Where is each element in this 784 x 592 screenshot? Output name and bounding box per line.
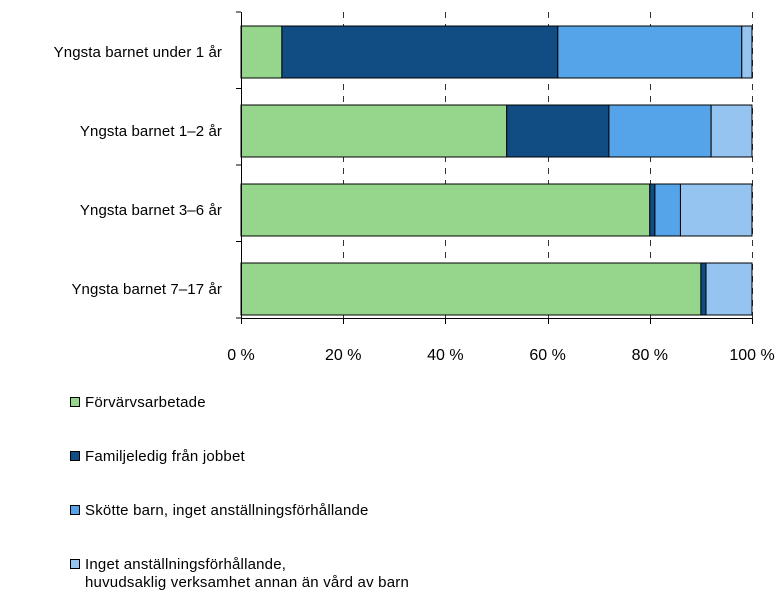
legend-swatch xyxy=(70,397,80,407)
category-label: Yngsta barnet 7–17 år xyxy=(71,281,222,298)
legend-label: Skötte barn, inget anställningsförhållan… xyxy=(85,502,369,519)
bar-segment xyxy=(240,25,283,79)
bar-segment xyxy=(240,104,508,158)
legend-item-0: Förvärvsarbetade xyxy=(70,394,670,412)
bars xyxy=(240,25,753,316)
labels: Yngsta barnet under 1 år Yngsta barnet 1–… xyxy=(54,44,775,364)
bar-segment xyxy=(741,25,753,79)
x-tick-label: 60 % xyxy=(529,347,565,364)
legend-item-3: Inget anställningsförhållande, huvudsakl… xyxy=(70,556,670,592)
axes xyxy=(236,11,753,324)
bar-segment xyxy=(710,104,753,158)
bar-segment xyxy=(679,183,753,237)
x-tick-label: 100 % xyxy=(729,347,774,364)
bar-segment xyxy=(281,25,559,79)
legend-swatch xyxy=(70,505,80,515)
category-label: Yngsta barnet 1–2 år xyxy=(80,123,222,140)
x-tick-label: 80 % xyxy=(632,347,668,364)
legend-label: Familjeledig från jobbet xyxy=(85,448,245,465)
legend: Förvärvsarbetade Familjeledig från jobbe… xyxy=(70,394,670,591)
category-label: Yngsta barnet under 1 år xyxy=(54,44,222,61)
bar-segment xyxy=(557,25,743,79)
bar-segment xyxy=(705,262,753,316)
legend-item-2: Skötte barn, inget anställningsförhållan… xyxy=(70,502,670,520)
bar-segment xyxy=(240,262,702,316)
legend-item-1: Familjeledig från jobbet xyxy=(70,448,670,466)
bar-segment xyxy=(649,183,656,237)
bar-segment xyxy=(700,262,707,316)
bar-segment xyxy=(654,183,681,237)
bar-segment xyxy=(506,104,610,158)
bar-segment xyxy=(240,183,651,237)
legend-label: Inget anställningsförhållande, huvudsakl… xyxy=(85,556,409,591)
category-label: Yngsta barnet 3–6 år xyxy=(80,202,222,219)
bar-segment xyxy=(608,104,712,158)
stacked-bar-chart: Yngsta barnet under 1 år Yngsta barnet 1–… xyxy=(54,11,775,364)
x-tick-label: 40 % xyxy=(427,347,463,364)
x-tick-label: 0 % xyxy=(227,347,255,364)
legend-swatch xyxy=(70,451,80,461)
legend-swatch xyxy=(70,559,80,569)
x-tick-label: 20 % xyxy=(325,347,361,364)
legend-label: Förvärvsarbetade xyxy=(85,394,206,411)
